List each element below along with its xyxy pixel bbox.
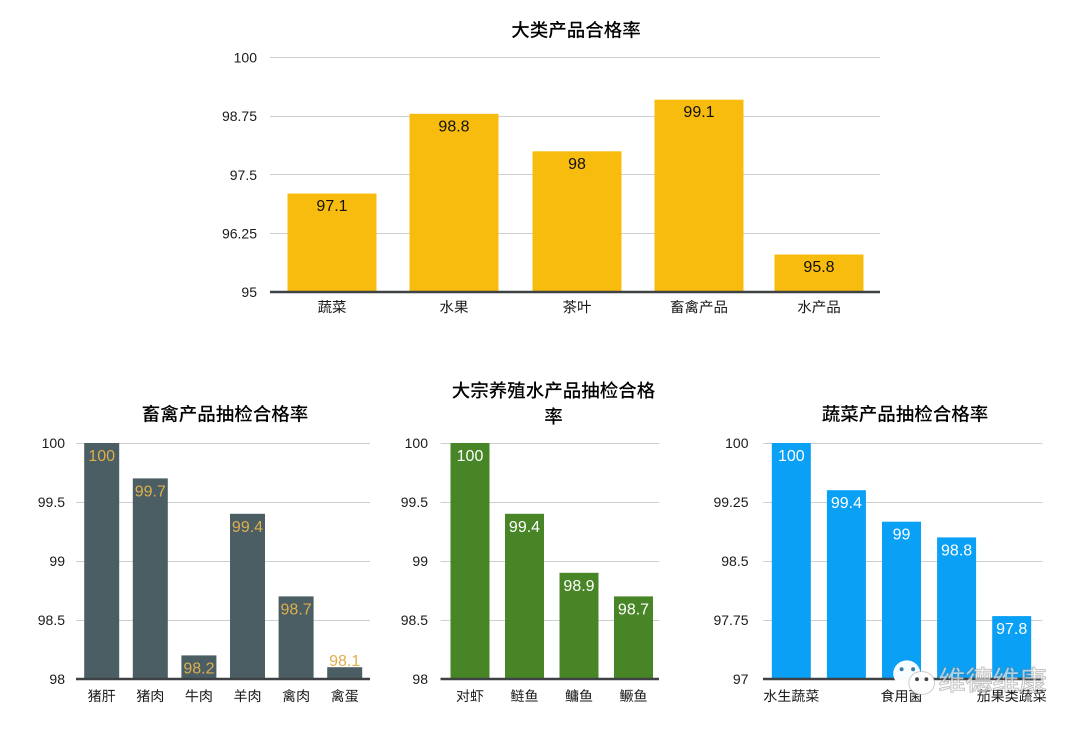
svg-text:98.8: 98.8: [438, 118, 469, 135]
svg-text:97: 97: [733, 671, 749, 687]
svg-text:100: 100: [725, 435, 749, 451]
svg-text:99: 99: [412, 553, 428, 569]
svg-text:98.5: 98.5: [721, 553, 748, 569]
svg-text:98.2: 98.2: [183, 660, 214, 677]
svg-text:97.8: 97.8: [996, 621, 1027, 638]
svg-text:98.5: 98.5: [38, 612, 65, 628]
svg-text:100: 100: [778, 448, 805, 465]
svg-text:100: 100: [88, 448, 115, 465]
svg-text:99.5: 99.5: [38, 494, 65, 510]
svg-text:99: 99: [893, 527, 911, 544]
svg-text:100: 100: [234, 50, 258, 66]
svg-text:96.25: 96.25: [222, 225, 257, 241]
svg-text:99.7: 99.7: [135, 483, 166, 500]
svg-text:99.25: 99.25: [713, 494, 748, 510]
svg-text:98: 98: [568, 156, 586, 173]
svg-text:99.5: 99.5: [401, 494, 428, 510]
svg-text:97.5: 97.5: [230, 167, 257, 183]
svg-text:98.7: 98.7: [281, 601, 312, 618]
svg-text:98.5: 98.5: [401, 612, 428, 628]
svg-text:98.75: 98.75: [222, 108, 257, 124]
svg-text:98.7: 98.7: [618, 601, 649, 618]
svg-text:99.4: 99.4: [509, 519, 540, 536]
svg-text:97.1: 97.1: [316, 198, 347, 215]
svg-text:95: 95: [241, 284, 257, 300]
svg-text:100: 100: [405, 435, 429, 451]
svg-text:98: 98: [49, 671, 65, 687]
svg-text:95.8: 95.8: [803, 259, 834, 276]
svg-text:99.1: 99.1: [683, 104, 714, 121]
svg-text:99.4: 99.4: [232, 519, 263, 536]
svg-text:98.1: 98.1: [329, 653, 360, 670]
svg-text:99: 99: [49, 553, 65, 569]
svg-text:100: 100: [42, 435, 66, 451]
svg-text:98.9: 98.9: [563, 578, 594, 595]
svg-text:97.75: 97.75: [713, 612, 748, 628]
svg-text:98: 98: [412, 671, 428, 687]
svg-text:98.8: 98.8: [941, 542, 972, 559]
svg-text:100: 100: [457, 448, 484, 465]
svg-text:99.4: 99.4: [831, 495, 862, 512]
